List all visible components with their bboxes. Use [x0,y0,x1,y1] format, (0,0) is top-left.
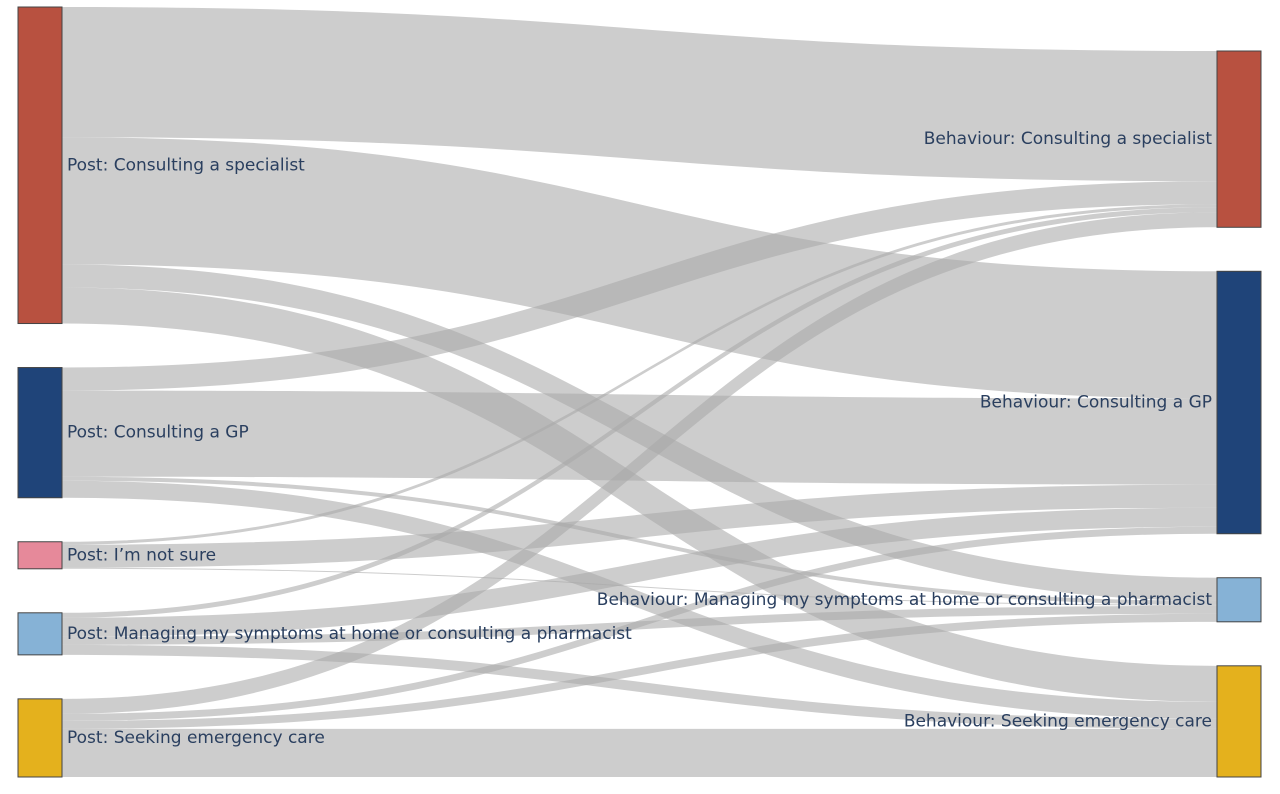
sankey-node-post_notsure [17,541,63,570]
sankey-node-post_emergency [17,698,63,778]
sankey-node-beh_home [1216,577,1262,623]
sankey-link-post_gp-beh_emergency [62,480,1217,719]
sankey-link-post_notsure-beh_specialist [62,204,1217,545]
sankey-link-post_emergency-beh_home [62,613,1217,729]
sankey-link-post_gp-beh_specialist [62,181,1217,391]
sankey-links [62,7,1217,777]
sankey-link-post_notsure-beh_home [62,567,1217,606]
sankey-nodes [17,6,1262,778]
sankey-node-post_home [17,612,63,656]
sankey-node-label-post_specialist: Post: Consulting a specialist [67,155,305,175]
sankey-link-post_specialist-beh_specialist [62,7,1217,182]
sankey-link-post_emergency-beh_emergency [62,728,1217,777]
sankey-node-post_gp [17,367,63,499]
sankey-node-label-post_emergency: Post: Seeking emergency care [67,728,325,748]
sankey-link-post_emergency-beh_specialist [62,212,1217,714]
sankey-node-beh_emergency [1216,665,1262,778]
sankey-node-beh_specialist [1216,50,1262,228]
sankey-link-post_specialist-beh_emergency [62,287,1217,702]
sankey-link-post_notsure-beh_gp [62,484,1217,568]
sankey-node-label-post_home: Post: Managing my symptoms at home or co… [67,624,632,644]
sankey-node-label-beh_emergency: Behaviour: Seeking emergency care [904,711,1212,731]
sankey-link-post_specialist-beh_gp [62,137,1217,399]
sankey-link-post_home-beh_gp [62,507,1217,637]
sankey-node-label-post_notsure: Post: I’m not sure [67,545,216,565]
sankey-node-post_specialist [17,6,63,325]
sankey-link-post_gp-beh_gp [62,390,1217,485]
sankey-link-post_home-beh_emergency [62,644,1217,729]
sankey-labels: Post: Consulting a specialist Post: Consu… [67,129,1212,748]
sankey-link-post_gp-beh_home [62,476,1217,605]
sankey-node-label-beh_gp: Behaviour: Consulting a GP [980,393,1212,413]
sankey-node-label-beh_specialist: Behaviour: Consulting a specialist [924,129,1213,149]
sankey-link-post_emergency-beh_gp [62,526,1217,721]
sankey-node-label-post_gp: Post: Consulting a GP [67,423,249,443]
sankey-node-beh_gp [1216,270,1262,535]
sankey-node-label-beh_home: Behaviour: Managing my symptoms at home … [597,590,1213,610]
sankey-link-post_home-beh_specialist [62,207,1217,618]
